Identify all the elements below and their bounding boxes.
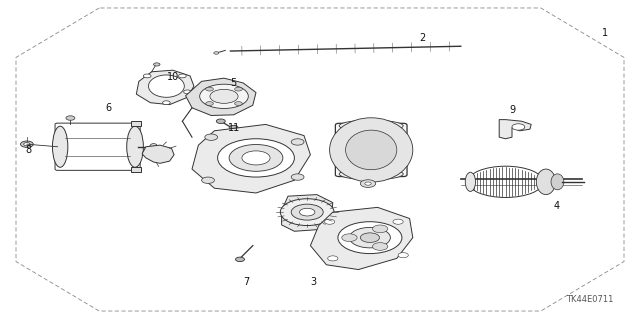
Polygon shape [192,124,310,193]
Ellipse shape [150,144,157,150]
Circle shape [200,84,248,108]
Circle shape [291,139,304,145]
Circle shape [372,243,388,250]
Circle shape [24,143,30,146]
Circle shape [205,102,213,106]
Circle shape [184,90,191,94]
Ellipse shape [339,120,403,131]
Polygon shape [499,120,531,139]
Circle shape [163,101,170,105]
Circle shape [154,63,160,66]
Polygon shape [136,70,194,105]
Circle shape [360,180,376,188]
Ellipse shape [330,118,413,182]
Text: 5: 5 [230,78,237,88]
Circle shape [300,208,315,216]
Text: TK44E0711: TK44E0711 [566,295,613,304]
Ellipse shape [346,130,397,170]
Polygon shape [131,167,141,172]
Circle shape [205,87,213,91]
Circle shape [372,225,388,233]
Circle shape [205,134,218,140]
Circle shape [338,222,402,254]
Text: 11: 11 [227,122,240,133]
Polygon shape [310,207,413,270]
Circle shape [291,174,304,180]
Polygon shape [131,121,141,126]
Ellipse shape [465,172,476,191]
Circle shape [280,199,334,226]
Text: 2: 2 [419,33,426,43]
Polygon shape [186,78,256,115]
Text: 1: 1 [602,28,608,39]
Circle shape [324,219,335,224]
Circle shape [66,116,75,120]
Ellipse shape [339,168,403,180]
Circle shape [218,139,294,177]
Text: 7: 7 [243,277,250,287]
Circle shape [393,219,403,224]
Circle shape [202,177,214,183]
Ellipse shape [536,169,556,195]
Circle shape [328,256,338,261]
Circle shape [235,102,243,106]
Circle shape [20,141,33,147]
FancyBboxPatch shape [55,123,140,170]
Circle shape [235,87,243,91]
Ellipse shape [551,174,564,190]
Text: 9: 9 [509,105,515,115]
Ellipse shape [127,126,143,167]
Circle shape [210,89,238,103]
Text: 8: 8 [26,145,32,155]
Text: 10: 10 [166,71,179,82]
Circle shape [216,119,225,123]
Ellipse shape [148,75,184,97]
Circle shape [360,233,380,242]
Circle shape [229,125,238,130]
Circle shape [143,74,151,78]
Circle shape [342,234,357,241]
FancyBboxPatch shape [335,123,407,177]
Text: 4: 4 [554,201,560,211]
Text: 3: 3 [310,277,317,287]
Circle shape [229,145,283,171]
Circle shape [512,124,525,130]
Circle shape [349,227,390,248]
Circle shape [291,204,323,220]
Circle shape [236,257,244,262]
Polygon shape [142,145,174,163]
Text: 6: 6 [106,103,112,114]
Circle shape [398,253,408,258]
Circle shape [214,52,219,54]
Circle shape [242,151,270,165]
Circle shape [365,182,371,185]
Circle shape [179,74,186,78]
Ellipse shape [52,126,68,167]
Polygon shape [282,195,333,231]
